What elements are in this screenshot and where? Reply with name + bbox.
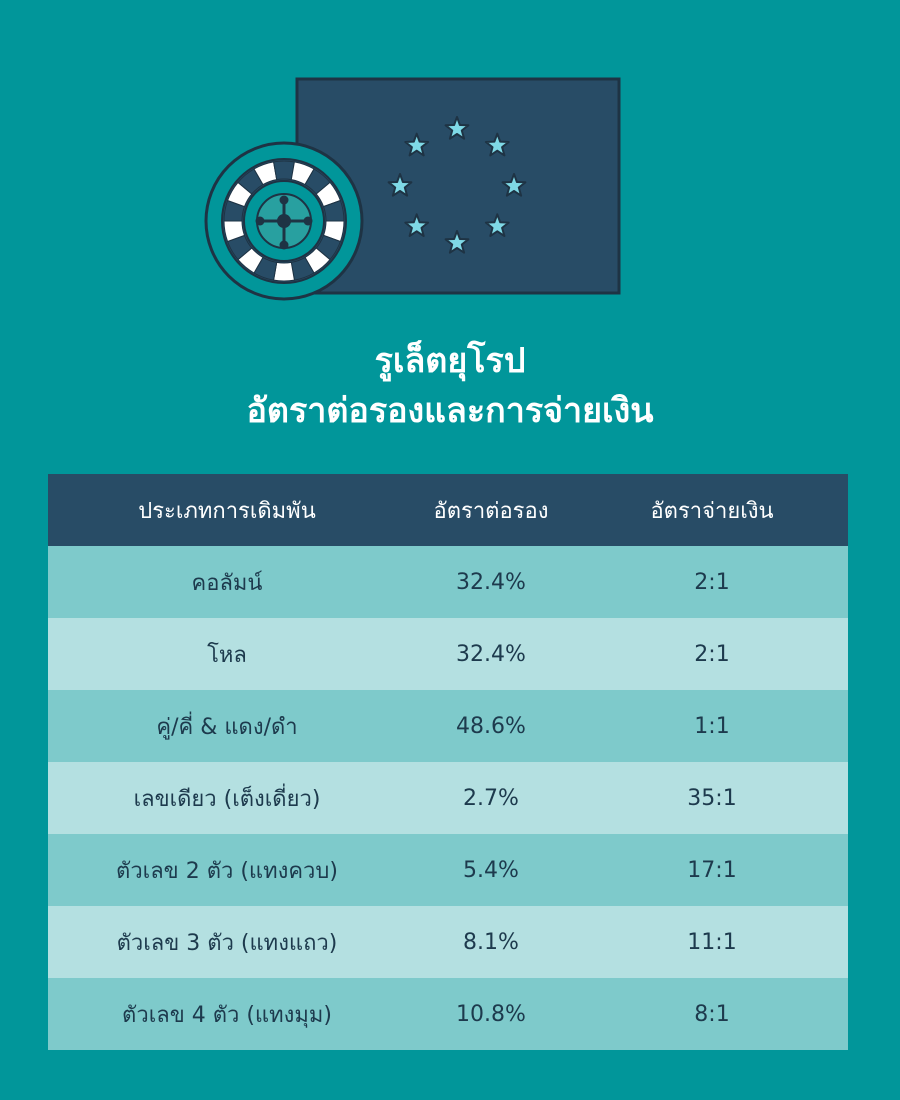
odds-cell: 32.4%: [406, 546, 576, 618]
bet-type-cell: คู่/คี่ & แดง/ดำ: [48, 690, 406, 762]
hero-illustration: [0, 0, 900, 320]
payout-cell: 35:1: [576, 762, 848, 834]
odds-cell: 32.4%: [406, 618, 576, 690]
payout-cell: 1:1: [576, 690, 848, 762]
table-header-row: ประเภทการเดิมพัน อัตราต่อรอง อัตราจ่ายเง…: [48, 474, 848, 546]
bet-type-cell: เลขเดียว (เต็งเดี่ยว): [48, 762, 406, 834]
table-row: เลขเดียว (เต็งเดี่ยว) 2.7% 35:1: [48, 762, 848, 834]
header-odds: อัตราต่อรอง: [406, 474, 576, 546]
star-icon: [404, 132, 430, 157]
odds-cell: 10.8%: [406, 978, 576, 1050]
header-bet-type: ประเภทการเดิมพัน: [48, 474, 406, 546]
table-row: คู่/คี่ & แดง/ดำ 48.6% 1:1: [48, 690, 848, 762]
wheel-pockets: [223, 160, 345, 282]
table-row: ตัวเลข 3 ตัว (แทงแถว) 8.1% 11:1: [48, 906, 848, 978]
star-icon: [444, 230, 470, 254]
table-row: คอลัมน์ 32.4% 2:1: [48, 546, 848, 618]
flag-stars: [387, 116, 527, 254]
table-row: โหล 32.4% 2:1: [48, 618, 848, 690]
table-row: ตัวเลข 2 ตัว (แทงควบ) 5.4% 17:1: [48, 834, 848, 906]
odds-cell: 48.6%: [406, 690, 576, 762]
payout-cell: 8:1: [576, 978, 848, 1050]
star-icon: [404, 213, 430, 237]
odds-cell: 5.4%: [406, 834, 576, 906]
odds-payout-table: ประเภทการเดิมพัน อัตราต่อรอง อัตราจ่ายเง…: [48, 474, 848, 1050]
header-payout: อัตราจ่ายเงิน: [576, 474, 848, 546]
table-row: ตัวเลข 4 ตัว (แทงมุม) 10.8% 8:1: [48, 978, 848, 1050]
star-icon: [444, 116, 470, 140]
wheel-pocket: [322, 199, 345, 222]
bet-type-cell: ตัวเลข 3 ตัว (แทงแถว): [48, 906, 406, 978]
bet-type-cell: ตัวเลข 4 ตัว (แทงมุม): [48, 978, 406, 1050]
star-icon: [387, 173, 413, 197]
payout-cell: 17:1: [576, 834, 848, 906]
wheel-pocket: [273, 160, 295, 181]
star-icon: [501, 173, 527, 197]
payout-cell: 2:1: [576, 618, 848, 690]
payout-cell: 2:1: [576, 546, 848, 618]
title-line-2: อัตราต่อรองและการจ่ายเงิน: [246, 391, 654, 431]
roulette-wheel-icon: [204, 141, 364, 301]
odds-cell: 2.7%: [406, 762, 576, 834]
odds-cell: 8.1%: [406, 906, 576, 978]
bet-type-cell: ตัวเลข 2 ตัว (แทงควบ): [48, 834, 406, 906]
page-title: รูเล็ตยุโรป อัตราต่อรองและการจ่ายเงิน: [0, 336, 900, 436]
title-line-1: รูเล็ตยุโรป: [374, 341, 526, 381]
star-icon: [484, 132, 510, 157]
payout-cell: 11:1: [576, 906, 848, 978]
bet-type-cell: โหล: [48, 618, 406, 690]
star-icon: [484, 213, 510, 237]
bet-type-cell: คอลัมน์: [48, 546, 406, 618]
wheel-pocket: [273, 261, 295, 282]
